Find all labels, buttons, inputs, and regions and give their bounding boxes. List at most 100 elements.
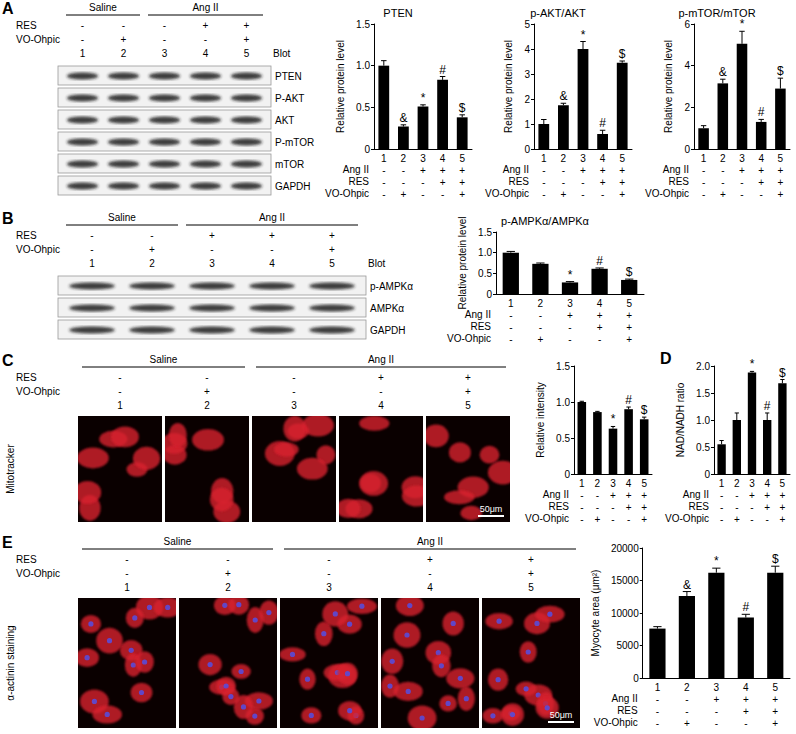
svg-text:-: -: [292, 372, 295, 383]
svg-text:0: 0: [524, 144, 530, 155]
svg-text:-: -: [122, 20, 125, 31]
svg-text:+: +: [777, 165, 783, 176]
svg-text:Mitotracker: Mitotracker: [5, 444, 16, 494]
svg-text:50μm: 50μm: [550, 710, 573, 720]
svg-text:3: 3: [739, 153, 745, 164]
svg-text:0: 0: [684, 144, 690, 155]
svg-text:Ang II: Ang II: [192, 2, 218, 13]
svg-text:+: +: [378, 372, 384, 383]
svg-text:-: -: [327, 568, 330, 579]
svg-text:P-mTOR: P-mTOR: [275, 137, 314, 148]
svg-text:-: -: [760, 189, 763, 200]
svg-text:-: -: [90, 244, 93, 255]
svg-text:Relative intensity: Relative intensity: [535, 382, 546, 458]
svg-text:P-AKT: P-AKT: [275, 93, 304, 104]
svg-text:1: 1: [117, 400, 123, 411]
svg-text:Myocyte area (μm²): Myocyte area (μm²): [590, 570, 601, 657]
svg-text:+: +: [772, 706, 778, 717]
svg-text:5: 5: [772, 682, 778, 693]
svg-text:+: +: [600, 165, 606, 176]
svg-text:VO-Ohpic: VO-Ohpic: [525, 513, 569, 524]
svg-text:5: 5: [459, 153, 465, 164]
svg-text:*: *: [714, 554, 719, 568]
svg-text:$: $: [641, 403, 648, 417]
svg-text:+: +: [772, 718, 778, 729]
svg-text:RES: RES: [508, 176, 529, 187]
svg-text:#: #: [764, 399, 771, 413]
svg-text:+: +: [610, 490, 616, 501]
svg-text:2: 2: [734, 478, 740, 489]
svg-text:3: 3: [420, 153, 426, 164]
svg-text:+: +: [427, 554, 433, 565]
svg-text:VO-Ohpic: VO-Ohpic: [485, 188, 529, 199]
svg-text:p-AMPKα/AMPKα: p-AMPKα/AMPKα: [501, 215, 590, 227]
svg-text:-: -: [735, 502, 738, 513]
svg-text:+: +: [619, 189, 625, 200]
svg-text:VO-Ohpic: VO-Ohpic: [16, 568, 60, 579]
svg-text:-: -: [598, 334, 601, 345]
svg-text:5: 5: [465, 400, 471, 411]
svg-text:+: +: [459, 177, 465, 188]
svg-text:+: +: [619, 165, 625, 176]
svg-text:VO-Ohpic: VO-Ohpic: [16, 34, 60, 45]
svg-text:-: -: [568, 322, 571, 333]
svg-text:$: $: [772, 552, 779, 566]
svg-text:0.5: 0.5: [356, 102, 370, 113]
svg-text:+: +: [244, 20, 250, 31]
svg-text:+: +: [209, 230, 215, 241]
svg-text:+: +: [764, 502, 770, 513]
svg-text:+: +: [537, 334, 543, 345]
svg-text:+: +: [225, 568, 231, 579]
svg-text:+: +: [567, 310, 573, 321]
svg-text:2: 2: [720, 153, 726, 164]
svg-text:+: +: [204, 386, 210, 397]
svg-text:-: -: [421, 189, 424, 200]
svg-text:+: +: [641, 502, 647, 513]
svg-text:0.5: 0.5: [696, 442, 710, 453]
svg-text:$: $: [777, 64, 784, 78]
svg-text:+: +: [777, 189, 783, 200]
svg-text:&: &: [559, 89, 567, 103]
svg-text:-: -: [125, 568, 128, 579]
svg-text:GAPDH: GAPDH: [275, 181, 311, 192]
svg-text:20000: 20000: [611, 543, 639, 554]
svg-text:-: -: [509, 310, 512, 321]
svg-text:*: *: [581, 28, 586, 42]
svg-text:+: +: [779, 490, 785, 501]
svg-text:4: 4: [597, 298, 603, 309]
svg-text:+: +: [244, 34, 250, 45]
svg-text:-: -: [702, 177, 705, 188]
svg-text:p-AKT/AKT: p-AKT/AKT: [530, 7, 586, 19]
svg-text:1.5: 1.5: [696, 388, 710, 399]
svg-text:3: 3: [580, 153, 586, 164]
svg-text:3: 3: [749, 478, 755, 489]
svg-text:Saline: Saline: [164, 536, 192, 547]
svg-text:4: 4: [600, 153, 606, 164]
svg-text:Ang II: Ang II: [259, 212, 285, 223]
svg-text:PTEN: PTEN: [275, 71, 302, 82]
svg-text:1: 1: [89, 258, 95, 269]
svg-text:-: -: [735, 490, 738, 501]
svg-text:0: 0: [564, 469, 570, 480]
svg-text:-: -: [721, 177, 724, 188]
svg-text:#: #: [758, 105, 765, 119]
svg-text:+: +: [329, 244, 335, 255]
svg-text:RES: RES: [617, 705, 638, 716]
svg-text:+: +: [777, 177, 783, 188]
svg-text:-: -: [210, 244, 213, 255]
svg-text:-: -: [601, 189, 604, 200]
svg-text:-: -: [740, 177, 743, 188]
svg-text:-: -: [656, 706, 659, 717]
svg-text:+: +: [560, 189, 566, 200]
svg-text:2: 2: [149, 258, 155, 269]
svg-text:Ang II: Ang II: [368, 354, 394, 365]
svg-text:-: -: [204, 34, 207, 45]
svg-text:-: -: [656, 718, 659, 729]
svg-text:1.0: 1.0: [356, 60, 370, 71]
svg-text:10000: 10000: [611, 608, 639, 619]
svg-text:Ang II: Ang II: [343, 164, 369, 175]
svg-text:+: +: [597, 310, 603, 321]
svg-text:*: *: [611, 412, 616, 426]
svg-text:+: +: [743, 694, 749, 705]
svg-text:1: 1: [524, 119, 530, 130]
